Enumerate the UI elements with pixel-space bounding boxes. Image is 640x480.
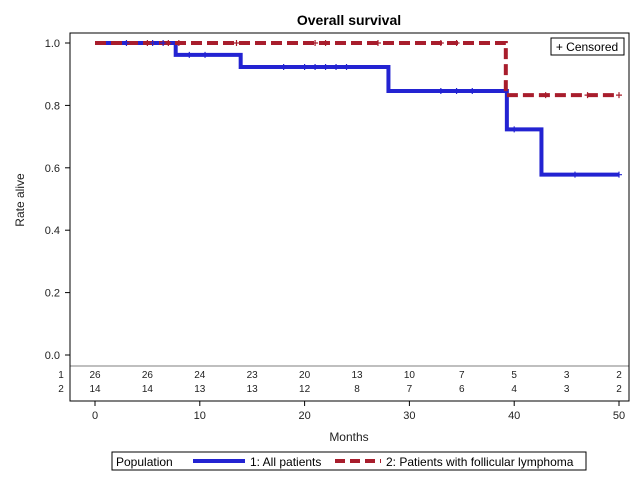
series-layer [95, 40, 622, 178]
risk-value: 7 [459, 370, 465, 381]
censor-mark [149, 40, 156, 46]
censor-mark [322, 64, 329, 71]
censor-mark [571, 171, 578, 178]
x-tick-label: 20 [298, 410, 310, 422]
legend-box [111, 451, 587, 471]
x-axis: 0 10 20 30 40 50 [92, 401, 625, 422]
chart-title: Overall survival [297, 12, 401, 28]
series-line-follicular [95, 41, 619, 98]
censor-mark [542, 92, 549, 99]
censor-mark [511, 126, 518, 133]
risk-row-label: 2 [58, 384, 64, 395]
censor-mark [301, 64, 308, 71]
censor-legend-label: + Censored [556, 40, 618, 54]
censor-mark [165, 40, 172, 46]
series-line-all-patients [95, 41, 619, 177]
risk-value: 2 [616, 384, 622, 395]
y-tick-label: 0.0 [45, 350, 60, 362]
x-axis-title: Months [329, 430, 368, 444]
risk-value: 14 [89, 384, 101, 395]
plot-frame [69, 32, 630, 402]
y-tick-label: 0.4 [45, 225, 60, 237]
censor-mark [469, 88, 476, 95]
censor-mark [343, 64, 350, 71]
risk-value: 12 [299, 384, 311, 395]
risk-value: 5 [511, 370, 517, 381]
x-tick-label: 40 [508, 410, 520, 422]
censor-legend: + Censored [550, 37, 625, 56]
y-tick-label: 0.8 [45, 100, 60, 112]
censor-legend-box [550, 37, 625, 56]
censor-mark [584, 92, 591, 99]
risk-row-label: 1 [58, 370, 64, 381]
risk-value: 23 [247, 370, 259, 381]
risk-value: 8 [354, 384, 360, 395]
x-tick-label: 10 [194, 410, 206, 422]
censor-mark [374, 40, 381, 46]
censor-mark [437, 88, 444, 95]
censor-mark [616, 171, 622, 178]
y-axis: 0.0 0.2 0.4 0.6 0.8 1.0 [45, 38, 70, 362]
censor-mark [233, 40, 240, 46]
censor-mark [453, 40, 460, 46]
y-tick-label: 0.2 [45, 288, 60, 300]
y-tick-label: 1.0 [45, 38, 60, 50]
risk-value: 13 [247, 384, 259, 395]
risk-value: 3 [564, 370, 570, 381]
risk-value: 6 [459, 384, 465, 395]
risk-value: 3 [564, 384, 570, 395]
legend-title: Population [116, 455, 173, 469]
censor-mark [160, 40, 167, 46]
censor-mark [186, 51, 193, 58]
risk-value: 13 [351, 370, 363, 381]
x-tick-label: 0 [92, 410, 98, 422]
risk-value: 10 [404, 370, 416, 381]
legend-entry-follicular: 2: Patients with follicular lymphoma [386, 455, 574, 469]
censor-mark [280, 64, 287, 71]
risk-value: 24 [194, 370, 206, 381]
risk-value: 4 [511, 384, 517, 395]
risk-value: 14 [142, 384, 154, 395]
censor-mark [437, 40, 444, 46]
censor-mark [322, 40, 329, 46]
legend: Population 1: All patients 2: Patients w… [111, 451, 587, 471]
risk-value: 2 [616, 370, 622, 381]
censor-mark [453, 88, 460, 95]
censor-mark [312, 64, 319, 71]
censor-mark [333, 64, 340, 71]
censor-mark [144, 40, 151, 46]
y-axis-title: Rate alive [13, 173, 27, 227]
risk-value: 20 [299, 370, 311, 381]
legend-entry-all-patients: 1: All patients [250, 455, 321, 469]
risk-table: 1 26 26 24 23 20 13 10 7 5 3 2 2 14 14 13 13 12 8 7 6 4 3 2 [58, 370, 622, 395]
censor-mark [202, 51, 209, 58]
x-tick-label: 30 [403, 410, 415, 422]
censor-mark [312, 40, 319, 46]
censor-mark [616, 92, 622, 99]
x-tick-label: 50 [613, 410, 625, 422]
censor-mark [175, 40, 182, 46]
y-tick-label: 0.6 [45, 163, 60, 175]
risk-value: 13 [194, 384, 206, 395]
risk-value: 26 [89, 370, 101, 381]
censor-mark [123, 40, 130, 46]
risk-value: 26 [142, 370, 154, 381]
risk-value: 7 [407, 384, 413, 395]
